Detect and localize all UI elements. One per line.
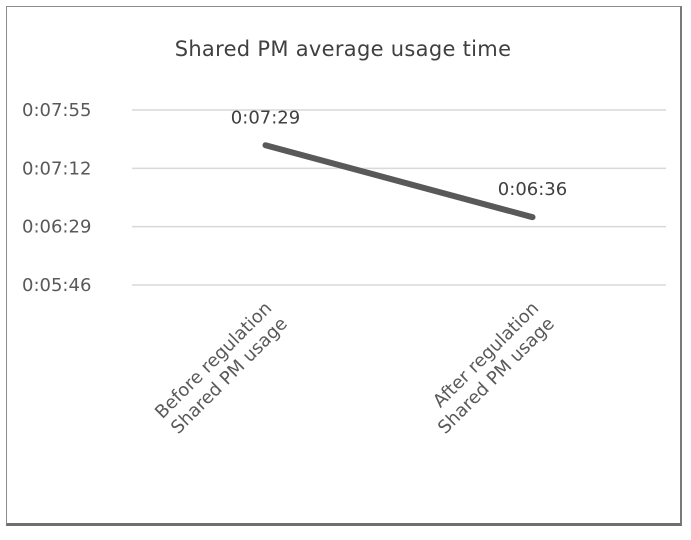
series-line bbox=[262, 142, 536, 221]
series-lines bbox=[262, 142, 536, 221]
y-tick-label: 0:07:12 bbox=[22, 158, 91, 179]
y-tick-label: 0:06:29 bbox=[22, 217, 91, 238]
chart-frame bbox=[6, 6, 682, 526]
y-axis-tick-labels: 0:05:46 0:06:29 0:07:12 0:07:55 bbox=[22, 100, 91, 296]
data-label: 0:06:36 bbox=[498, 179, 567, 200]
data-labels: 0:07:29 0:06:36 bbox=[231, 107, 567, 200]
chart-title: Shared PM average usage time bbox=[175, 37, 512, 61]
data-label: 0:07:29 bbox=[231, 107, 300, 128]
y-tick-label: 0:07:55 bbox=[22, 100, 91, 121]
y-tick-label: 0:05:46 bbox=[22, 275, 91, 296]
gridlines bbox=[132, 109, 666, 286]
